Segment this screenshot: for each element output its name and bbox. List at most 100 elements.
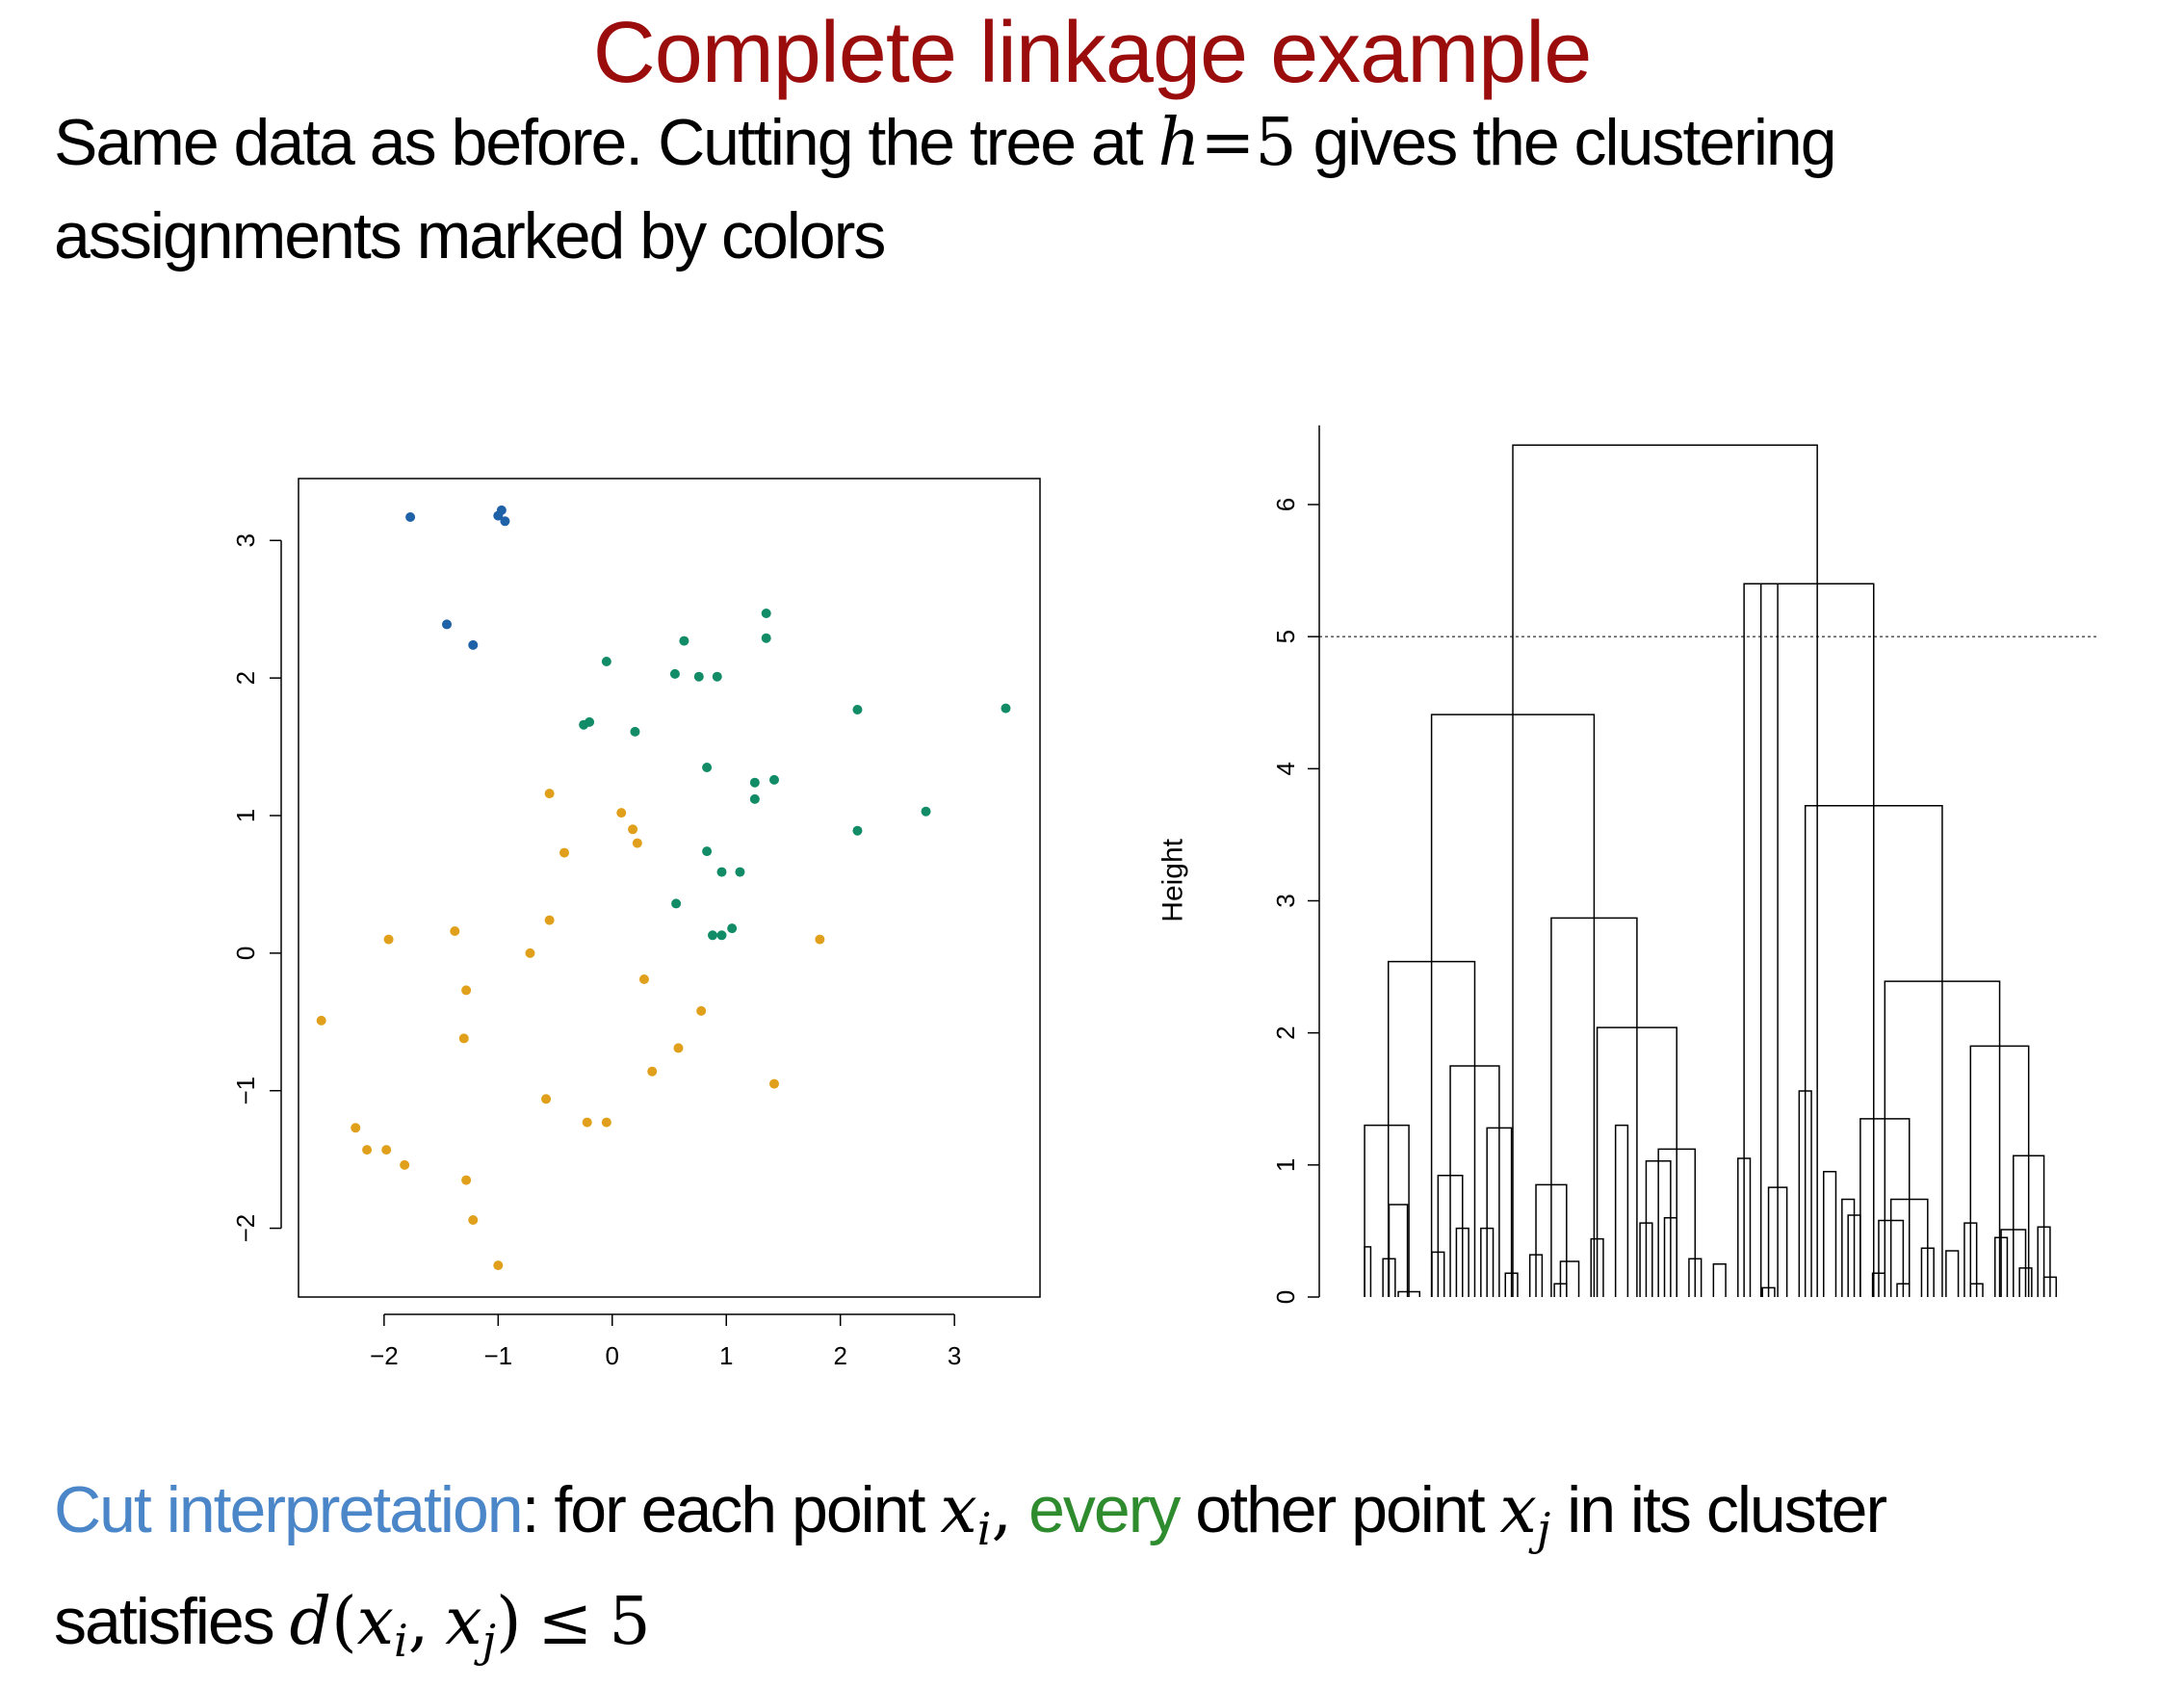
- footer-text-2: other point: [1195, 1473, 1485, 1546]
- merge-link: [1397, 1290, 1421, 1297]
- y-tick-label: 1: [1271, 1158, 1300, 1172]
- math-distance-d: d: [289, 1583, 332, 1660]
- subscript-j: j: [1536, 1502, 1551, 1555]
- intro-line-2: assignments marked by colors: [54, 199, 886, 273]
- y-tick-label: 3: [231, 533, 260, 547]
- cut-interpretation-term: Cut interpretation: [54, 1473, 524, 1546]
- data-point-orange: [461, 1175, 472, 1185]
- footer-paragraph: Cut interpretation: for each point xi, e…: [54, 1464, 1887, 1687]
- data-point-blue: [468, 639, 479, 650]
- merge-link: [1388, 1204, 1409, 1297]
- y-tick-label: 6: [1271, 498, 1300, 511]
- x-symbol: x: [1499, 1472, 1537, 1548]
- x-tick-label: 1: [719, 1341, 733, 1370]
- intro-text-1: Same data as before. Cutting the tree at: [54, 106, 1144, 179]
- y-tick-label: 2: [231, 671, 260, 685]
- math-x-j: xj: [1499, 1472, 1551, 1555]
- separator: ,: [407, 1583, 429, 1660]
- data-point-green: [852, 825, 863, 836]
- data-point-orange: [381, 1145, 392, 1155]
- y-tick-label: 3: [1271, 894, 1300, 907]
- data-point-orange: [468, 1215, 479, 1225]
- data-point-orange: [768, 1078, 779, 1089]
- data-point-orange: [628, 824, 638, 835]
- data-point-orange: [673, 1043, 684, 1053]
- data-point-green: [735, 867, 745, 877]
- y-axis-title: Height: [1157, 838, 1189, 921]
- data-point-orange: [541, 1094, 552, 1104]
- data-point-orange: [601, 1117, 611, 1128]
- intro-text-2: gives the clustering: [1313, 106, 1836, 179]
- data-point-orange: [647, 1066, 658, 1077]
- data-point-orange: [493, 1260, 504, 1271]
- data-point-green: [761, 633, 771, 643]
- merge-link: [1614, 1124, 1629, 1297]
- merge-link: [1512, 444, 1818, 1297]
- data-point-blue: [496, 505, 507, 515]
- data-point-green: [768, 774, 779, 785]
- y-tick-label: 5: [1271, 630, 1300, 643]
- footer-line-2: satisfies d(xi, xj) ≤ 5: [54, 1575, 1885, 1687]
- leq-sign: ≤: [537, 1583, 593, 1660]
- data-point-green: [585, 716, 595, 727]
- slide-title: Complete linkage example: [592, 5, 1593, 101]
- data-point-orange: [616, 808, 627, 818]
- data-point-orange: [316, 1015, 326, 1025]
- x-tick-label: 0: [606, 1341, 619, 1370]
- data-point-orange: [351, 1123, 361, 1133]
- data-point-orange: [559, 847, 570, 858]
- data-point-green: [712, 671, 722, 682]
- data-point-green: [716, 930, 727, 941]
- merge-link: [1841, 1198, 1856, 1297]
- data-point-orange: [696, 1005, 707, 1016]
- data-point-green: [671, 898, 682, 909]
- subscript-i: i: [393, 1614, 408, 1667]
- data-point-green: [852, 705, 863, 714]
- data-point-green: [749, 793, 760, 804]
- x-tick-label: 2: [833, 1341, 846, 1370]
- data-point-orange: [383, 934, 394, 945]
- data-point-green: [727, 923, 738, 934]
- merge-link: [1364, 1124, 1410, 1297]
- data-point-orange: [362, 1145, 373, 1155]
- y-tick-label: 1: [231, 809, 260, 822]
- x-symbol: x: [445, 1583, 482, 1660]
- y-tick-label: 4: [1271, 762, 1300, 775]
- data-point-green: [716, 867, 727, 877]
- math-x-i: xi: [940, 1472, 991, 1555]
- data-point-orange: [544, 789, 555, 799]
- data-point-orange: [638, 974, 649, 984]
- data-point-green: [601, 657, 611, 666]
- footer-line-1: Cut interpretation: for each point xi, e…: [54, 1464, 1887, 1575]
- data-point-green: [749, 777, 760, 788]
- merge-link: [1559, 1260, 1580, 1297]
- x-symbol: x: [940, 1472, 977, 1548]
- data-point-green: [761, 609, 771, 618]
- subscript-i: i: [976, 1502, 992, 1555]
- data-point-orange: [461, 985, 472, 996]
- data-point-orange: [458, 1033, 469, 1044]
- data-point-green: [1001, 703, 1011, 714]
- data-point-orange: [450, 926, 460, 936]
- merge-link: [1712, 1262, 1727, 1297]
- every-word: every: [1028, 1473, 1181, 1546]
- data-point-orange: [582, 1117, 592, 1128]
- data-point-blue: [500, 516, 510, 527]
- cut-height-variable: h: [1157, 105, 1201, 181]
- merge-link: [1945, 1250, 1960, 1297]
- merge-link: [1364, 1246, 1372, 1297]
- data-point-green: [921, 806, 931, 817]
- y-tick-label: 2: [1271, 1025, 1300, 1039]
- data-point-orange: [400, 1159, 410, 1170]
- y-tick-label: 0: [231, 947, 260, 960]
- merge-link: [1823, 1170, 1837, 1297]
- footer-text-3: in its cluster: [1567, 1473, 1887, 1546]
- subscript-j: j: [481, 1614, 496, 1667]
- x-symbol: x: [356, 1583, 394, 1660]
- x-tick-label: 3: [948, 1341, 961, 1370]
- plot-frame: [298, 478, 1041, 1298]
- cut-height-value: 5: [1255, 105, 1297, 181]
- footer-text-1: : for each point: [521, 1473, 926, 1546]
